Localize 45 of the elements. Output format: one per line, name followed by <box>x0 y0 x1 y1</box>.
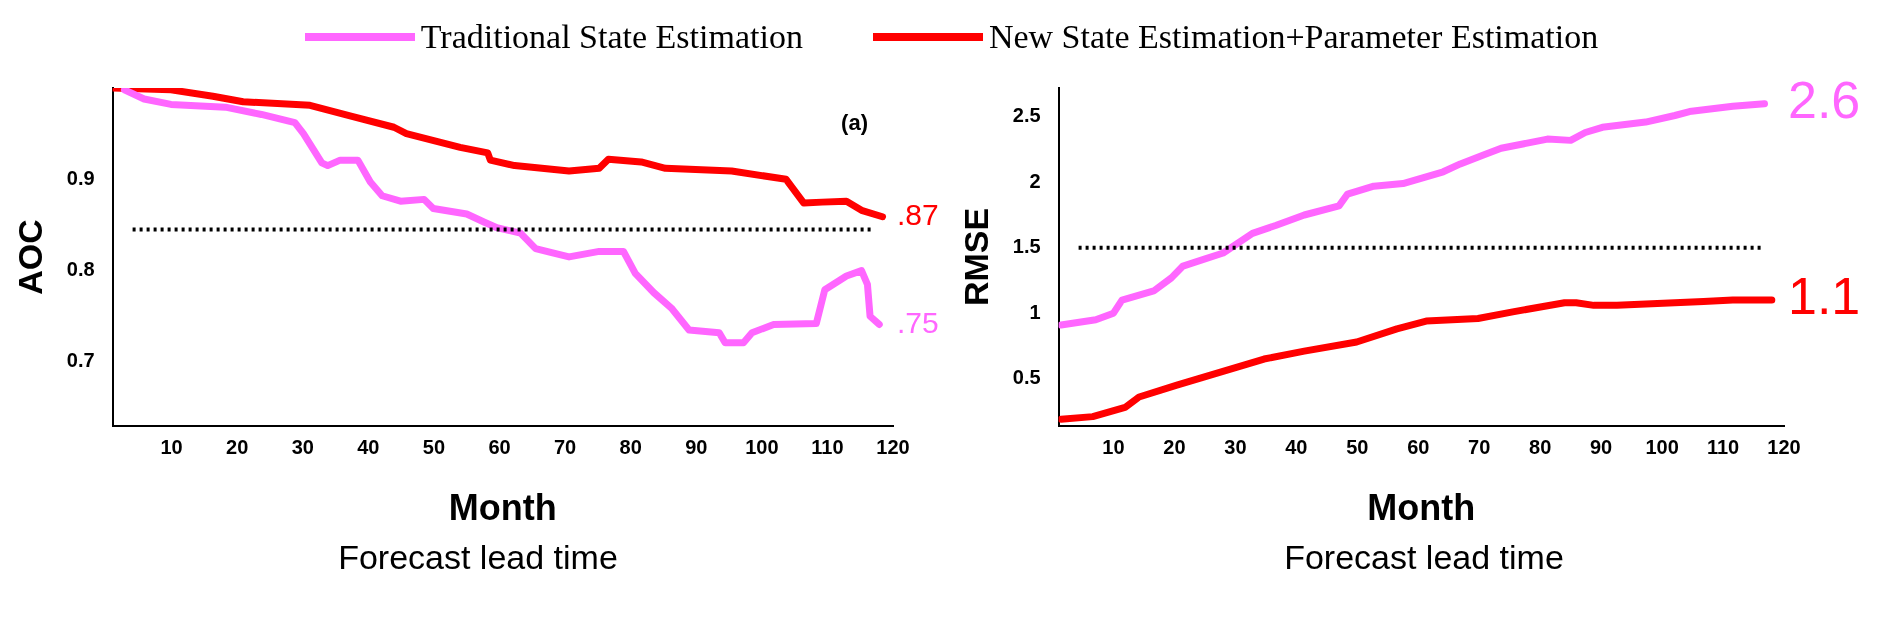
y-tick-label: 2.5 <box>1012 104 1041 127</box>
y-tick-label: 0.7 <box>66 349 95 372</box>
x-tick-label: 120 <box>876 436 910 459</box>
x-tick-label: 90 <box>1590 436 1613 459</box>
x-tick-label: 40 <box>357 436 380 459</box>
y-tick-label: 0.8 <box>66 258 95 281</box>
x-tick-label: 10 <box>1102 436 1125 459</box>
x-tick-label: 80 <box>1529 436 1552 459</box>
legend-label: Traditional State Estimation <box>420 18 803 56</box>
x-tick-label: 50 <box>422 436 446 459</box>
x-tick-label: 40 <box>1285 436 1308 459</box>
x-tick-label: 30 <box>1224 436 1247 459</box>
x-tick-label: 30 <box>291 436 314 459</box>
legend-label: New State Estimation+Parameter Estimation <box>988 18 1599 56</box>
x-tick-label: 110 <box>1706 436 1740 459</box>
x-axis-title: Month <box>1367 487 1476 529</box>
y-tick-label: 1.5 <box>1012 235 1041 258</box>
y-axis-title: AOC <box>10 219 49 295</box>
x-axis-title: Month <box>448 487 557 529</box>
x-tick-label: 20 <box>226 436 249 459</box>
x-tick-label: 70 <box>553 436 577 459</box>
x-tick-label: 120 <box>1767 436 1801 459</box>
y-tick-label: 0.9 <box>66 166 95 189</box>
text: 1.1 <box>1788 267 1861 326</box>
y-tick-label: 2 <box>1029 169 1041 192</box>
x-tick-label: 60 <box>1407 436 1430 459</box>
text: Forecast lead time <box>1284 538 1564 577</box>
x-tick-label: 80 <box>619 436 642 459</box>
y-axis-title: RMSE <box>956 207 995 307</box>
text: 2.6 <box>1788 71 1861 130</box>
text: .75 <box>897 305 939 339</box>
y-tick-label: 1 <box>1029 300 1041 323</box>
x-tick-label: 70 <box>1468 436 1491 459</box>
text: .87 <box>897 197 939 231</box>
text: (a) <box>841 110 868 136</box>
x-tick-label: 100 <box>1645 436 1679 459</box>
x-tick-label: 110 <box>811 436 844 459</box>
text: Forecast lead time <box>338 538 618 577</box>
x-tick-label: 50 <box>1346 436 1369 459</box>
x-tick-label: 100 <box>745 436 779 459</box>
x-tick-label: 60 <box>488 436 511 459</box>
x-tick-label: 10 <box>160 436 183 459</box>
y-tick-label: 0.5 <box>1012 366 1041 389</box>
x-tick-label: 20 <box>1163 436 1186 459</box>
x-tick-label: 90 <box>685 436 708 459</box>
